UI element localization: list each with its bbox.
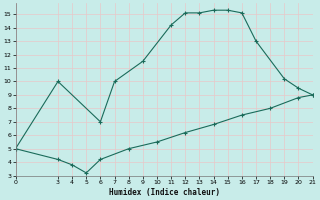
X-axis label: Humidex (Indice chaleur): Humidex (Indice chaleur) bbox=[108, 188, 220, 197]
